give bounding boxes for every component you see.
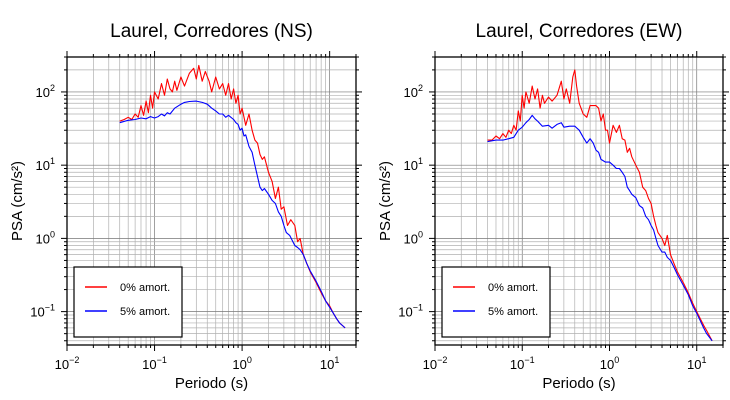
x-tick-label: 10−2	[423, 355, 448, 372]
y-tick-label: 101	[404, 156, 423, 173]
legend-label: 0% amort.	[120, 282, 170, 294]
y-axis-label: PSA (cm/s²)	[9, 161, 26, 241]
legend-label: 5% amort.	[488, 306, 538, 318]
y-tick-label: 102	[404, 83, 423, 100]
y-tick-label: 100	[36, 229, 55, 246]
y-tick-label: 102	[36, 83, 55, 100]
series-group	[119, 64, 346, 329]
series-line-undamped	[487, 69, 713, 342]
x-tick-label: 101	[687, 355, 706, 372]
series-line-damped	[487, 114, 713, 342]
chart-title: Laurel, Corredores (EW)	[476, 21, 683, 42]
plot-frame	[66, 56, 357, 346]
legend: 0% amort. 5% amort.	[441, 266, 551, 338]
series-line-damped	[119, 100, 346, 329]
legend-label: 0% amort.	[488, 282, 538, 294]
x-axis-label: Periodo (s)	[542, 375, 615, 392]
x-tick-label: 10−2	[55, 355, 80, 372]
chart-panel-2: 10−2 10−1 100 101 10−1 100 101 102 Laurel, Corre…	[377, 21, 729, 392]
legend-label: 5% amort.	[120, 306, 170, 318]
y-axis-label: PSA (cm/s²)	[377, 161, 394, 241]
series-group	[487, 69, 713, 342]
legend-box	[441, 266, 551, 338]
plot-frame	[434, 56, 724, 346]
x-axis-label: Periodo (s)	[175, 375, 248, 392]
grid-lines	[66, 56, 357, 345]
grid-lines	[434, 56, 724, 345]
y-tick-label: 10−1	[398, 303, 423, 320]
x-tick-label: 100	[232, 355, 251, 372]
x-tick-label: 101	[320, 355, 339, 372]
legend: 0% amort. 5% amort.	[73, 266, 183, 338]
chart-panel-1: 10−2 10−1 100 101 10−1 100 101 102 Laurel, Corre…	[9, 21, 362, 392]
series-line-undamped	[119, 64, 346, 329]
y-tick-label: 100	[404, 229, 423, 246]
y-tick-label: 101	[36, 156, 55, 173]
chart-title: Laurel, Corredores (NS)	[110, 21, 313, 42]
legend-box	[73, 266, 183, 338]
y-tick-label: 10−1	[30, 303, 55, 320]
x-tick-label: 10−1	[142, 355, 167, 372]
x-tick-label: 100	[600, 355, 619, 372]
x-tick-label: 10−1	[510, 355, 535, 372]
